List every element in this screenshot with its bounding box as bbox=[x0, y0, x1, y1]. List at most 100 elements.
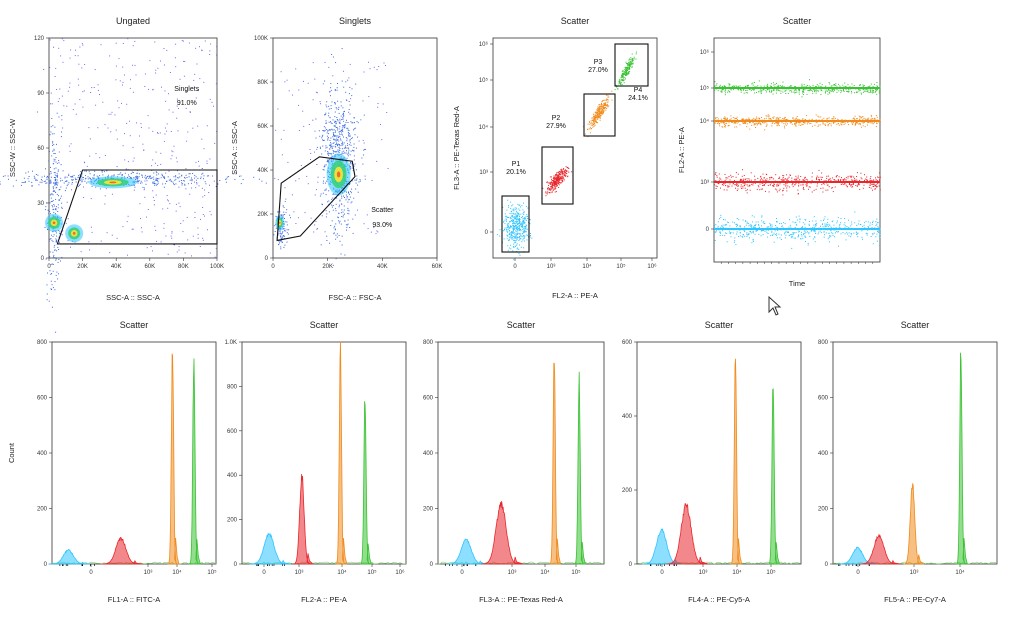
event-dot bbox=[720, 216, 722, 218]
event-dot bbox=[523, 221, 525, 223]
event-dot bbox=[517, 228, 519, 230]
event-dot bbox=[865, 90, 867, 92]
event-dot bbox=[560, 176, 562, 178]
event-dot bbox=[714, 240, 716, 241]
event-dot bbox=[50, 166, 51, 168]
event-dot bbox=[624, 76, 626, 78]
event-dot bbox=[621, 71, 623, 72]
event-dot bbox=[351, 163, 353, 165]
population-density bbox=[52, 221, 56, 225]
event-dot bbox=[253, 176, 255, 178]
event-dot bbox=[596, 113, 598, 115]
population-density bbox=[336, 171, 341, 178]
event-dot bbox=[516, 244, 518, 246]
event-dot bbox=[309, 149, 311, 150]
event-dot bbox=[809, 86, 811, 88]
event-dot bbox=[334, 135, 336, 137]
event-dot bbox=[121, 174, 123, 175]
event-dot bbox=[298, 130, 300, 131]
event-dot bbox=[525, 215, 527, 217]
event-dot bbox=[153, 176, 155, 178]
event-dot bbox=[601, 113, 603, 115]
event-dot bbox=[147, 209, 149, 210]
event-dot bbox=[330, 95, 331, 97]
event-dot bbox=[599, 108, 601, 110]
event-dot bbox=[332, 193, 334, 195]
event-dot bbox=[323, 126, 325, 128]
event-dot bbox=[274, 177, 276, 179]
event-dot bbox=[326, 135, 328, 137]
x-axis-label: FL2-A :: PE-A bbox=[552, 291, 598, 300]
event-dot bbox=[111, 111, 113, 113]
event-dot bbox=[603, 108, 605, 110]
event-dot bbox=[784, 127, 786, 129]
event-dot bbox=[503, 230, 504, 232]
event-dot bbox=[336, 89, 338, 91]
event-dot bbox=[838, 176, 840, 178]
event-dot bbox=[102, 174, 104, 176]
event-dot bbox=[335, 140, 337, 142]
event-dot bbox=[759, 117, 761, 119]
event-dot bbox=[735, 187, 736, 189]
event-dot bbox=[341, 209, 343, 211]
event-dot bbox=[551, 182, 553, 184]
event-dot bbox=[320, 193, 322, 195]
event-dot bbox=[801, 85, 803, 87]
event-dot bbox=[841, 122, 843, 124]
event-dot bbox=[204, 40, 206, 42]
event-dot bbox=[620, 81, 622, 83]
event-dot bbox=[774, 86, 776, 88]
event-dot bbox=[100, 240, 102, 242]
event-dot bbox=[519, 238, 521, 240]
event-dot bbox=[184, 61, 186, 62]
event-dot bbox=[878, 92, 880, 94]
event-dot bbox=[725, 178, 727, 180]
event-dot bbox=[204, 189, 206, 191]
event-dot bbox=[597, 110, 599, 112]
event-dot bbox=[783, 125, 785, 127]
event-dot bbox=[281, 242, 283, 243]
event-dot bbox=[808, 223, 810, 225]
event-dot bbox=[358, 181, 360, 183]
event-dot bbox=[795, 179, 797, 181]
event-dot bbox=[346, 196, 348, 197]
event-dot bbox=[338, 235, 340, 236]
event-dot bbox=[45, 168, 46, 170]
event-dot bbox=[97, 84, 99, 86]
event-dot bbox=[598, 116, 600, 118]
event-dot bbox=[341, 197, 343, 199]
event-dot bbox=[861, 230, 863, 232]
event-dot bbox=[870, 90, 872, 92]
event-dot bbox=[744, 187, 746, 189]
event-dot bbox=[336, 117, 338, 118]
event-dot bbox=[52, 141, 54, 143]
event-dot bbox=[331, 220, 333, 222]
plot-title: Scatter bbox=[783, 16, 812, 26]
event-dot bbox=[826, 121, 828, 123]
event-dot bbox=[153, 200, 155, 201]
event-dot bbox=[181, 175, 183, 177]
event-dot bbox=[81, 43, 83, 45]
gate-percent: 91.0% bbox=[177, 100, 197, 107]
event-dot bbox=[107, 127, 109, 129]
event-dot bbox=[595, 112, 597, 114]
event-dot bbox=[377, 106, 379, 108]
event-dot bbox=[833, 88, 835, 90]
event-dot bbox=[859, 85, 861, 87]
event-dot bbox=[556, 182, 558, 183]
event-dot bbox=[81, 177, 83, 179]
event-dot bbox=[716, 175, 718, 177]
event-dot bbox=[776, 121, 778, 123]
event-dot bbox=[870, 114, 872, 116]
event-dot bbox=[352, 170, 354, 172]
event-dot bbox=[338, 135, 340, 137]
event-dot bbox=[502, 206, 504, 208]
event-dot bbox=[828, 82, 830, 83]
event-dot bbox=[111, 175, 113, 177]
event-dot bbox=[593, 113, 595, 115]
event-dot bbox=[851, 122, 853, 124]
event-dot bbox=[600, 106, 602, 108]
event-dot bbox=[15, 179, 17, 181]
event-dot bbox=[513, 223, 515, 225]
event-dot bbox=[847, 84, 849, 86]
